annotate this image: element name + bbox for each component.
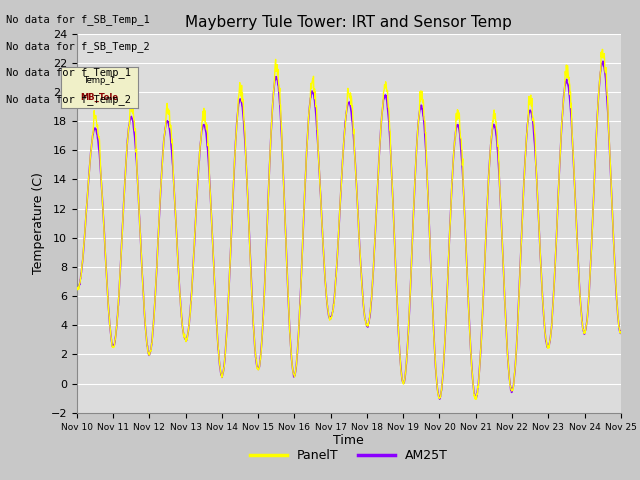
Text: No data for f_SB_Temp_2: No data for f_SB_Temp_2 <box>6 41 150 52</box>
Title: Mayberry Tule Tower: IRT and Sensor Temp: Mayberry Tule Tower: IRT and Sensor Temp <box>186 15 512 30</box>
Legend: PanelT, AM25T: PanelT, AM25T <box>244 444 453 467</box>
Text: No data for f_SB_Temp_1: No data for f_SB_Temp_1 <box>6 14 150 25</box>
Y-axis label: Temperature (C): Temperature (C) <box>32 172 45 274</box>
Text: No data for f_Temp_2: No data for f_Temp_2 <box>6 94 131 105</box>
Text: No data for f_Temp_1: No data for f_Temp_1 <box>6 67 131 78</box>
X-axis label: Time: Time <box>333 434 364 447</box>
Text: MB_Tole: MB_Tole <box>80 93 118 102</box>
Text: Temp_1: Temp_1 <box>83 76 115 85</box>
